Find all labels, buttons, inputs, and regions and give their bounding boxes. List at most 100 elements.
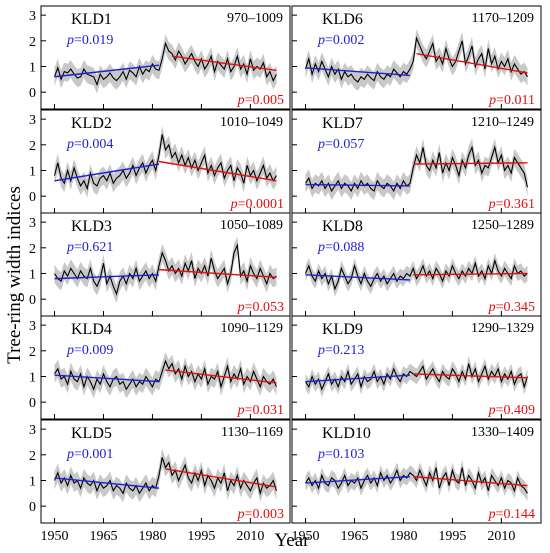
panel-kld10: 1950 1965 1980 1995 2010 KLD10 1330–1409 p=0.10… — [291, 419, 542, 544]
y-tick-label: 0 — [29, 190, 36, 205]
x-tick-label: 2010 — [487, 529, 515, 544]
site-label: KLD10 — [322, 425, 371, 442]
index-series-line — [305, 363, 529, 391]
y-tick-label: 1 — [29, 370, 36, 385]
period-label: 1210–1249 — [471, 115, 534, 130]
p-value-early: p=0.002 — [317, 33, 364, 48]
x-tick-label: 1980 — [138, 529, 166, 544]
site-label: KLD6 — [322, 11, 363, 28]
period-label: 1010–1049 — [220, 115, 283, 130]
site-label: KLD1 — [71, 11, 112, 28]
trend-line-late — [413, 373, 528, 379]
site-label: KLD8 — [322, 218, 363, 235]
panel-kld9: KLD9 1290–1329 p=0.213 p=0.409 — [291, 315, 542, 420]
trend-line-early — [305, 374, 411, 383]
p-value-late: p=0.361 — [488, 197, 535, 212]
site-label: KLD9 — [322, 321, 363, 338]
trend-line-late — [413, 272, 528, 276]
trend-line-early — [305, 274, 411, 281]
panel-frame — [291, 315, 542, 420]
panel-frame — [291, 5, 542, 110]
index-series-line — [304, 36, 528, 83]
x-tick-label: 1980 — [389, 529, 417, 544]
x-tick-label: 1995 — [187, 529, 215, 544]
panel-frame — [40, 419, 291, 524]
p-value-early: p=0.103 — [317, 447, 364, 462]
site-label: KLD7 — [322, 115, 363, 132]
p-value-early: p=0.004 — [66, 137, 113, 152]
y-tick-label: 0 — [29, 86, 36, 101]
p-value-early: p=0.001 — [66, 447, 113, 462]
y-tick-label: 3 — [29, 216, 36, 231]
p-value-early: p=0.057 — [317, 137, 364, 152]
y-tick-label: 3 — [29, 9, 36, 24]
period-label: 1170–1209 — [472, 11, 534, 26]
p-value-late: p=0.345 — [488, 300, 535, 315]
y-tick-label: 2 — [29, 139, 36, 154]
confidence-band — [305, 29, 528, 91]
panel-kld8: KLD8 1250–1289 p=0.088 p=0.345 — [291, 212, 542, 317]
trend-line-late — [413, 162, 528, 165]
p-value-late: p=0.053 — [237, 300, 284, 315]
y-tick-label: 3 — [29, 113, 36, 128]
p-value-late: p=0.003 — [237, 507, 284, 522]
y-tick-label: 3 — [29, 319, 36, 334]
panel-kld4: 0 1 2 3 KLD4 1090–1129 p=0.009 p=0.031 — [29, 315, 291, 420]
panel-kld2: 0 1 2 3 KLD2 1010–1049 p=0.004 p=0.0001 — [29, 109, 291, 214]
panels-grid: 0 1 2 3 KLD1 970–1009 p=0.019 p=0.005 KLD6 1170–1… — [29, 5, 542, 544]
site-label: KLD5 — [71, 425, 112, 442]
period-label: 1290–1329 — [471, 321, 534, 336]
panel-kld7: KLD7 1210–1249 p=0.057 p=0.361 — [291, 109, 542, 214]
p-value-early: p=0.621 — [66, 240, 113, 255]
index-series-line — [54, 243, 277, 296]
p-value-late: p=0.031 — [237, 403, 284, 418]
period-label: 1130–1169 — [221, 425, 283, 440]
p-value-late: p=0.0001 — [230, 197, 284, 212]
y-axis-label: Tree-ring width indices — [4, 186, 25, 364]
confidence-band — [54, 125, 277, 198]
trend-line-late — [413, 475, 528, 487]
trend-line-early — [54, 274, 159, 280]
x-axis-label: Year — [274, 530, 310, 551]
period-label: 1090–1129 — [221, 321, 283, 336]
trend-line-late — [158, 160, 277, 182]
trend-line-late — [416, 52, 528, 74]
x-tick-label: 1950 — [41, 529, 69, 544]
trend-line-early — [54, 477, 160, 489]
confidence-band — [54, 34, 277, 94]
trend-line-late — [165, 468, 277, 488]
y-tick-label: 1 — [29, 474, 36, 489]
y-tick-label: 1 — [29, 164, 36, 179]
trend-line-late — [158, 268, 277, 279]
trend-line-early — [54, 374, 160, 383]
y-tick-label: 0 — [29, 500, 36, 515]
trend-line-early — [305, 183, 410, 187]
confidence-band — [54, 352, 277, 399]
period-label: 970–1009 — [227, 11, 283, 26]
y-tick-label: 2 — [29, 242, 36, 257]
trend-line-early — [54, 64, 160, 78]
x-tick-label: 1965 — [340, 529, 368, 544]
p-value-early: p=0.019 — [66, 33, 113, 48]
index-series-line — [304, 258, 528, 291]
index-series-line — [53, 457, 278, 496]
panel-frame — [40, 315, 291, 420]
confidence-band — [54, 236, 277, 303]
x-tick-label: 2010 — [236, 529, 264, 544]
x-tick-label: 1965 — [89, 529, 117, 544]
panel-kld5: 0 1 2 3 1950 1965 1980 1995 2010 KLD5 1130–1169 p=0… — [29, 419, 291, 544]
x-tick-label: 1950 — [292, 529, 320, 544]
index-series-line — [53, 134, 277, 191]
period-label: 1330–1409 — [471, 425, 534, 440]
panel-frame — [291, 419, 542, 524]
site-label: KLD3 — [71, 218, 112, 235]
y-tick-label: 1 — [29, 267, 36, 282]
p-value-early: p=0.088 — [317, 240, 364, 255]
period-label: 1250–1289 — [471, 218, 534, 233]
p-value-late: p=0.409 — [488, 403, 535, 418]
y-tick-label: 2 — [29, 449, 36, 464]
y-tick-label: 2 — [29, 345, 36, 360]
y-tick-label: 0 — [29, 396, 36, 411]
panel-kld1: 0 1 2 3 KLD1 970–1009 p=0.019 p=0.005 — [29, 5, 291, 110]
p-value-early: p=0.009 — [66, 343, 113, 358]
